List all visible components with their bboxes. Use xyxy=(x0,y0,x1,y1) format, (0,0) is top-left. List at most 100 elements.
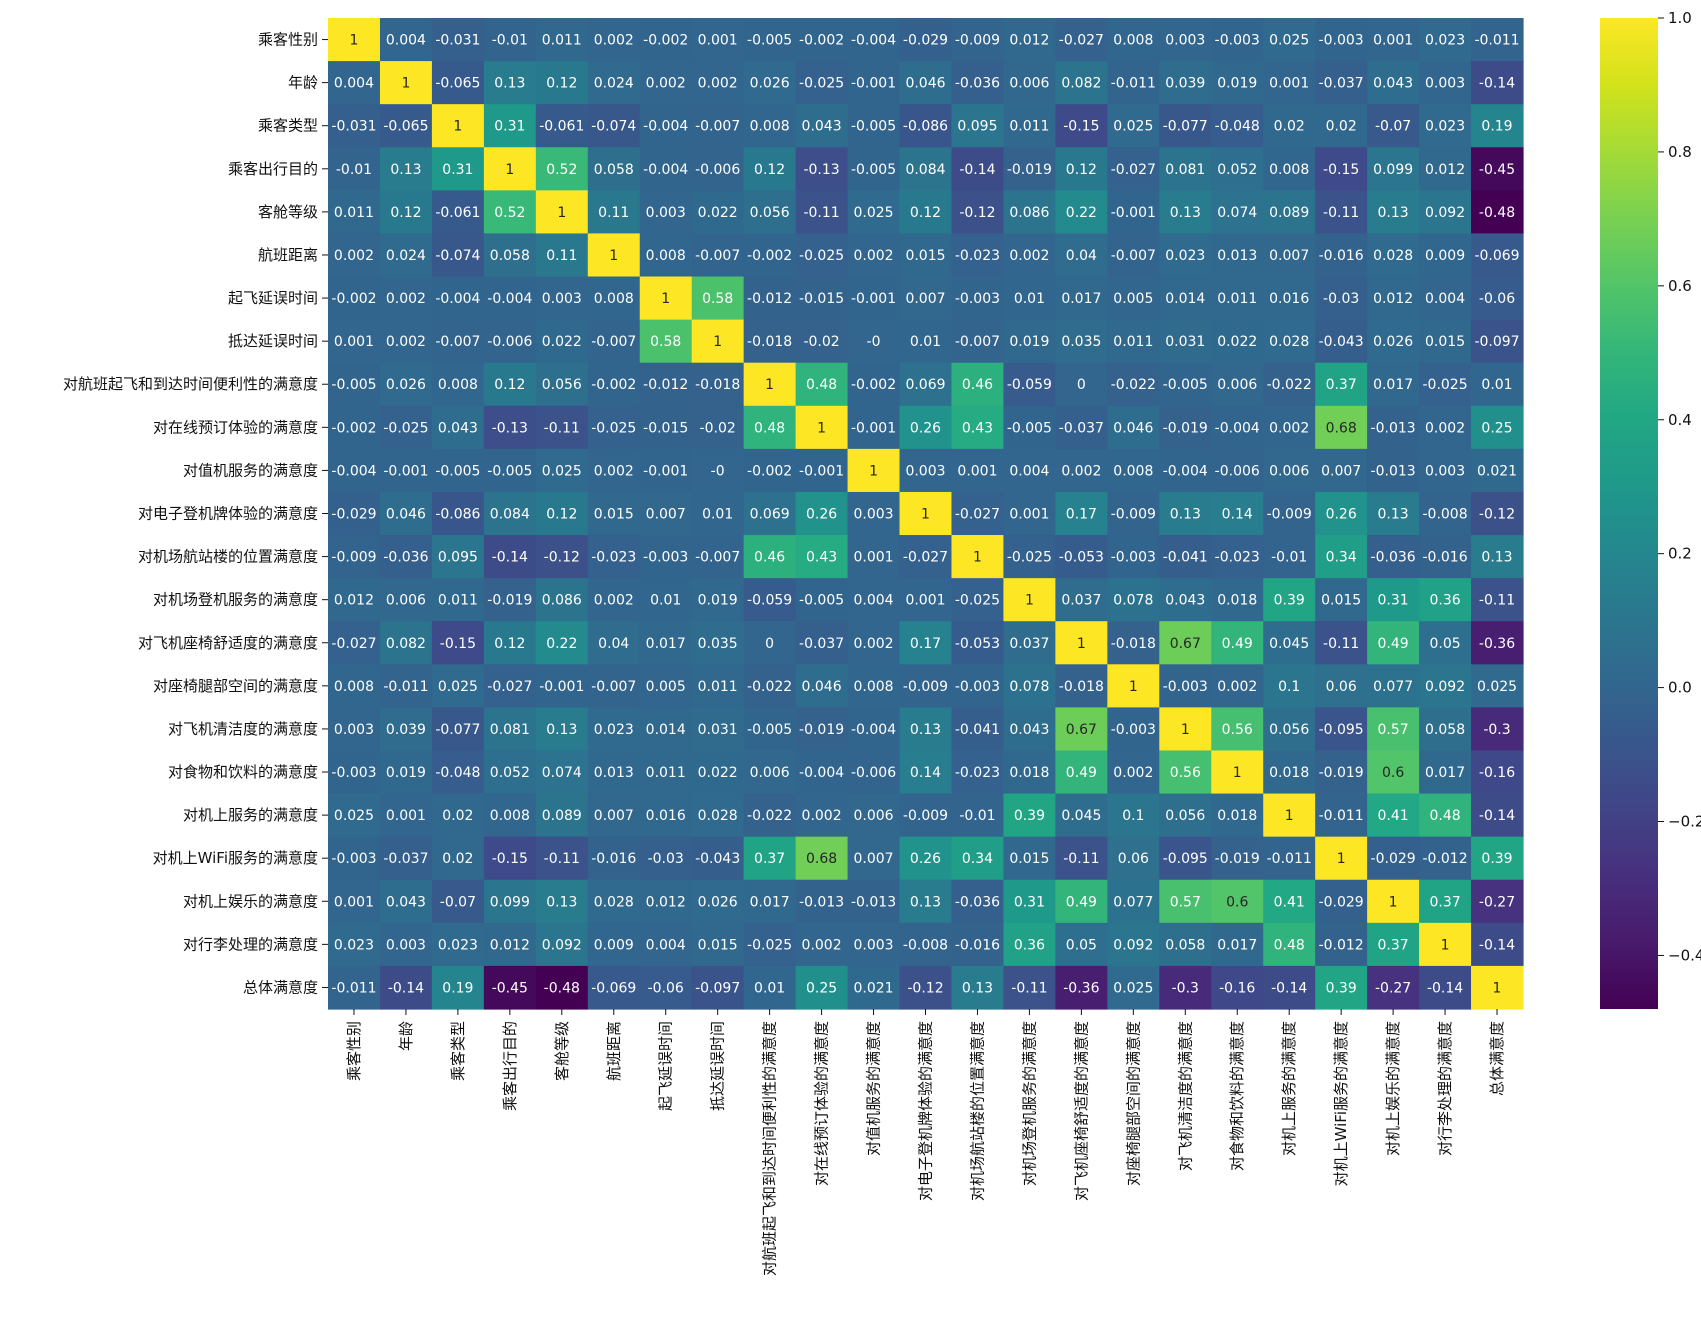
cell-value-label-r12-c3: -0.14 xyxy=(492,550,528,566)
heatmap-cell-r11-c11 xyxy=(899,491,953,536)
heatmap-cell-r11-c6 xyxy=(639,491,693,536)
heatmap-cell-r9-c20 xyxy=(1367,405,1420,450)
heatmap-cell-r10-c21 xyxy=(1419,448,1472,493)
cell-value-label-r10-c18: 0.006 xyxy=(1269,463,1309,479)
heatmap-cell-r2-c17 xyxy=(1211,104,1264,148)
cell-value-label-r14-c20: 0.49 xyxy=(1378,636,1409,652)
heatmap-cell-r12-c7 xyxy=(691,535,745,579)
cell-value-label-r22-c17: -0.16 xyxy=(1219,980,1255,996)
cell-value-label-r21-c16: 0.058 xyxy=(1165,937,1205,953)
cell-value-label-r17-c9: -0.004 xyxy=(799,765,844,781)
cell-value-label-r4-c18: 0.089 xyxy=(1269,205,1309,221)
colorbar: 1.0 0.8 0.6 0.4 0.2 0.0 −0.2 −0.4 xyxy=(1600,9,1701,1009)
heatmap-cell-r14-c20 xyxy=(1367,621,1420,665)
cell-value-label-r15-c5: -0.007 xyxy=(591,679,636,695)
heatmap-cell-r14-c2 xyxy=(431,621,485,665)
cell-value-label-r11-c5: 0.015 xyxy=(594,507,634,523)
cell-value-label-r20-c17: 0.6 xyxy=(1226,894,1248,910)
y-tick-label-18: 对机上服务的满意度 xyxy=(183,806,318,824)
cell-value-label-r9-c16: -0.019 xyxy=(1163,420,1208,436)
heatmap-cell-r1-c11 xyxy=(899,61,953,105)
y-tick-label-2: 乘客类型 xyxy=(258,117,318,135)
heatmap-cell-r21-c18 xyxy=(1263,922,1316,967)
cell-value-label-r12-c7: -0.007 xyxy=(695,550,740,566)
heatmap-cell-r20-c5 xyxy=(587,879,641,924)
cell-value-label-r5-c8: -0.002 xyxy=(747,248,792,264)
cell-value-label-r17-c16: 0.56 xyxy=(1170,765,1201,781)
heatmap-cell-r6-c15 xyxy=(1107,276,1160,321)
heatmap-cell-r5-c0 xyxy=(328,233,381,278)
cell-value-label-r3-c7: -0.006 xyxy=(695,162,740,178)
cell-value-label-r22-c3: -0.45 xyxy=(492,980,528,996)
cell-value-label-r21-c12: -0.016 xyxy=(955,937,1000,953)
heatmap-cell-r10-c6 xyxy=(639,448,693,493)
heatmap-cell-r15-c1 xyxy=(379,664,433,708)
cell-value-label-r21-c14: 0.05 xyxy=(1066,937,1097,953)
heatmap-cell-r15-c15 xyxy=(1107,664,1160,708)
cell-value-label-r2-c19: 0.02 xyxy=(1326,119,1357,135)
cell-value-label-r20-c5: 0.028 xyxy=(594,894,634,910)
heatmap-cell-r13-c16 xyxy=(1159,578,1212,622)
cell-value-label-r6-c12: -0.003 xyxy=(955,291,1000,307)
heatmap-cell-r10-c7 xyxy=(691,448,745,493)
cell-value-label-r20-c14: 0.49 xyxy=(1066,894,1097,910)
heatmap-cell-r14-c10 xyxy=(847,621,901,665)
cell-value-label-r13-c11: 0.001 xyxy=(905,593,945,609)
cell-value-label-r19-c8: 0.37 xyxy=(754,851,785,867)
cell-value-label-r1-c11: 0.046 xyxy=(905,76,945,92)
cell-value-label-r15-c15: 1 xyxy=(1129,679,1138,695)
cell-value-label-r11-c6: 0.007 xyxy=(646,507,686,523)
heatmap-cell-r0-c12 xyxy=(951,18,1005,62)
cell-value-label-r13-c20: 0.31 xyxy=(1378,593,1409,609)
cell-value-label-r15-c11: -0.009 xyxy=(903,679,948,695)
heatmap-cell-r0-c19 xyxy=(1315,18,1368,62)
cell-value-label-r13-c5: 0.002 xyxy=(594,593,634,609)
heatmap-cell-r8-c19 xyxy=(1315,362,1368,407)
cell-value-label-r12-c13: -0.025 xyxy=(1007,550,1052,566)
cell-value-label-r16-c2: -0.077 xyxy=(435,722,480,738)
heatmap-cell-r0-c20 xyxy=(1367,18,1420,62)
heatmap-cell-r18-c16 xyxy=(1159,793,1212,838)
heatmap-cell-r4-c3 xyxy=(483,190,537,235)
heatmap-cell-r10-c5 xyxy=(587,448,641,493)
heatmap-cell-r11-c10 xyxy=(847,491,901,536)
heatmap-cell-r17-c14 xyxy=(1055,750,1108,795)
heatmap-cell-r0-c15 xyxy=(1107,18,1160,62)
heatmap-cell-r12-c14 xyxy=(1055,535,1108,579)
cell-value-label-r2-c2: 1 xyxy=(453,119,462,135)
heatmap-cell-r19-c10 xyxy=(847,836,901,881)
heatmap-cell-r22-c21 xyxy=(1419,965,1472,1010)
cell-value-label-r10-c20: -0.013 xyxy=(1371,463,1416,479)
cell-value-label-r3-c22: -0.45 xyxy=(1479,162,1515,178)
heatmap-cell-r20-c9 xyxy=(795,879,849,924)
cell-value-label-r18-c3: 0.008 xyxy=(490,808,530,824)
heatmap-cell-r16-c15 xyxy=(1107,707,1160,752)
cell-value-label-r14-c13: 0.037 xyxy=(1009,636,1049,652)
heatmap-cell-r8-c12 xyxy=(951,362,1005,407)
heatmap-cell-r22-c14 xyxy=(1055,965,1108,1010)
heatmap-cell-r15-c3 xyxy=(483,664,537,708)
cell-value-label-r10-c2: -0.005 xyxy=(435,463,480,479)
cell-value-label-r6-c6: 1 xyxy=(661,291,670,307)
heatmap-cell-r0-c21 xyxy=(1419,18,1472,62)
heatmap-cell-r15-c7 xyxy=(691,664,745,708)
heatmap-cell-r12-c3 xyxy=(483,535,537,579)
heatmap-cell-r7-c6 xyxy=(639,319,693,364)
heatmap-cell-r15-c19 xyxy=(1315,664,1368,708)
heatmap-cell-r12-c6 xyxy=(639,535,693,579)
cell-value-label-r17-c6: 0.011 xyxy=(646,765,686,781)
heatmap-cell-r1-c2 xyxy=(431,61,485,105)
heatmap-cell-r9-c22 xyxy=(1471,405,1524,450)
cell-value-label-r20-c12: -0.036 xyxy=(955,894,1000,910)
heatmap-cell-r9-c17 xyxy=(1211,405,1264,450)
y-tick-label-6: 起飞延误时间 xyxy=(228,289,318,307)
heatmap-cell-r20-c22 xyxy=(1471,879,1524,924)
y-tick-label-14: 对飞机座椅舒适度的满意度 xyxy=(138,634,318,652)
cell-value-label-r10-c10: 1 xyxy=(869,463,878,479)
heatmap-cell-r19-c6 xyxy=(639,836,693,881)
heatmap-cell-r9-c10 xyxy=(847,405,901,450)
cell-value-label-r21-c1: 0.003 xyxy=(386,937,426,953)
heatmap-cell-r10-c11 xyxy=(899,448,953,493)
cell-value-label-r4-c22: -0.48 xyxy=(1479,205,1515,221)
